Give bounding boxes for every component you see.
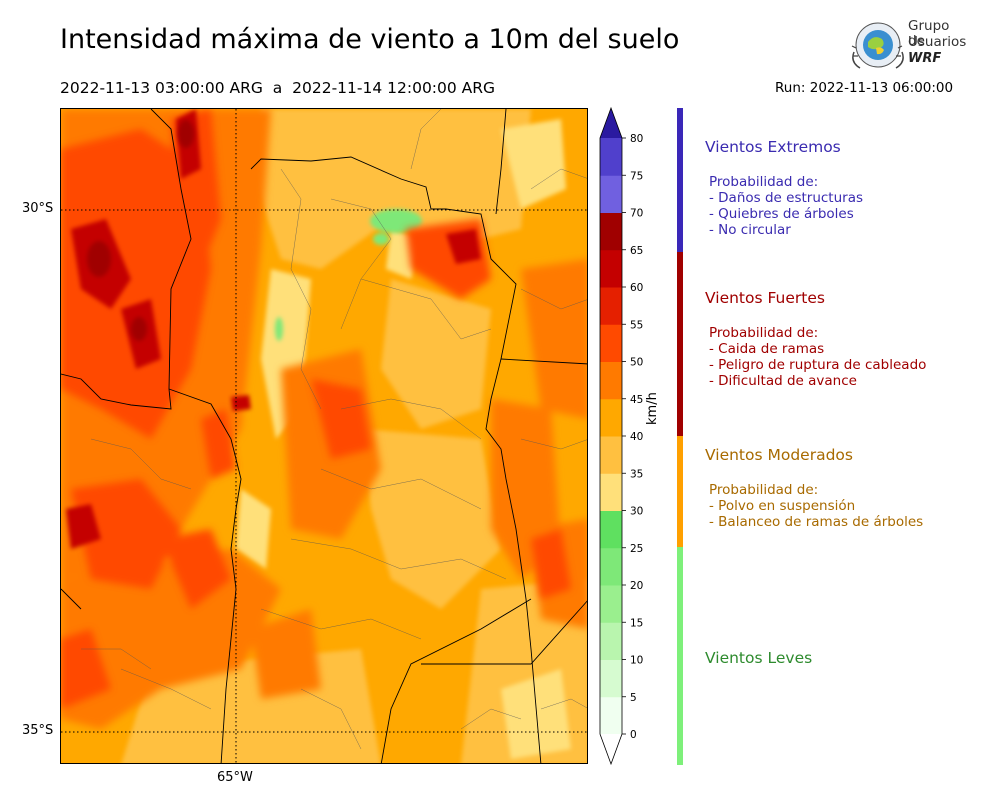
colorbar-extend-bottom: [600, 734, 622, 764]
logo-text-line1: Grupo de: [908, 18, 950, 49]
lat-label-30s: 30°S: [22, 201, 54, 216]
colorbar-tick-label: 25: [630, 543, 643, 555]
category-title: Vientos Leves: [705, 649, 813, 667]
category-moderate: Vientos Moderados Probabilidad de: - Pol…: [705, 446, 995, 530]
colorbar-band: [600, 287, 622, 325]
colorbar-band: [600, 138, 622, 176]
category-title: Vientos Extremos: [705, 138, 841, 156]
graticule: [61, 109, 587, 763]
colorbar-band: [600, 249, 622, 288]
category-title: Vientos Fuertes: [705, 289, 825, 307]
colorbar-unit-label: km/h: [645, 392, 660, 425]
colorbar-tick-label: 50: [630, 357, 643, 369]
colorbar-band: [600, 436, 622, 474]
logo-text-line3: WRF: [908, 51, 942, 66]
colorbar-band: [600, 585, 622, 623]
colorbar: 0 5 10 15 20 25 30 35 40 45 50 55 60 65 70 75 80: [599, 106, 643, 766]
logo-text-line2: Usuarios: [908, 34, 967, 50]
wind-zone-60-65: [87, 120, 194, 341]
colorbar-tick-label: 0: [630, 729, 637, 741]
colorbar-tick-label: 70: [630, 208, 643, 220]
colorbar-tick-label: 40: [630, 431, 643, 443]
colorbar-band: [600, 696, 622, 735]
category-subtitle: Probabilidad de:: [709, 325, 819, 341]
category-item: - Daños de estructuras: [709, 190, 864, 206]
colorbar-tick-label: 80: [630, 133, 643, 145]
category-bar-moderate: [677, 436, 683, 547]
forecast-period: 2022-11-13 03:00:00 ARG a 2022-11-14 12:…: [60, 79, 496, 97]
colorbar-tick-label: 55: [630, 319, 643, 331]
lat-label-35s: 35°S: [22, 723, 54, 738]
colorbar-band: [600, 175, 622, 213]
colorbar-tick-label: 5: [630, 692, 637, 704]
colorbar-band: [600, 659, 622, 698]
category-subtitle: Probabilidad de:: [709, 482, 819, 498]
category-item: - Balanceo de ramas de árboles: [709, 514, 924, 530]
colorbar-band: [600, 622, 622, 660]
colorbar-band: [600, 547, 622, 586]
category-title: Vientos Moderados: [705, 446, 853, 464]
colorbar-band: [600, 324, 622, 362]
category-subtitle: Probabilidad de:: [709, 174, 819, 190]
category-bar-light: [677, 547, 683, 765]
category-extreme: Vientos Extremos Probabilidad de: - Daño…: [705, 138, 995, 238]
wind-field-map: [61, 109, 587, 763]
run-timestamp: Run: 2022-11-13 06:00:00: [775, 80, 954, 96]
colorbar-ticks: 0 5 10 15 20 25 30 35 40 45 50 55 60 65 70 75 80: [622, 133, 643, 741]
colorbar-tick-label: 75: [630, 170, 643, 182]
category-bar-strong: [677, 252, 683, 436]
page-title: Intensidad máxima de viento a 10m del su…: [60, 24, 680, 55]
logo: Grupo de Usuarios WRF: [848, 18, 968, 74]
colorbar-band: [600, 361, 622, 400]
colorbar-tick-label: 30: [630, 506, 643, 518]
colorbar-swatches: [599, 106, 623, 766]
category-item: - Peligro de ruptura de cableado: [709, 357, 927, 373]
lon-label-65w: 65°W: [217, 770, 253, 785]
colorbar-tick-label: 65: [630, 245, 643, 257]
colorbar-band: [600, 398, 622, 437]
category-item: - No circular: [709, 222, 791, 238]
colorbar-tick-label: 45: [630, 394, 643, 406]
wind-map: [60, 108, 588, 764]
globe-logo-icon: [851, 22, 904, 69]
category-light: Vientos Leves: [705, 649, 995, 667]
category-item: - Polvo en suspensión: [709, 498, 856, 514]
category-item: - Caida de ramas: [709, 341, 825, 357]
category-strong: Vientos Fuertes Probabilidad de: - Caida…: [705, 289, 995, 389]
colorbar-extend-top: [600, 108, 622, 138]
colorbar-band: [600, 212, 622, 251]
colorbar-tick-label: 15: [630, 617, 643, 629]
colorbar-band: [600, 510, 622, 549]
colorbar-tick-label: 20: [630, 580, 643, 592]
colorbar-tick-label: 60: [630, 282, 643, 294]
wind-zone-45-50: [61, 109, 571, 709]
category-bar-extreme: [677, 108, 683, 252]
colorbar-tick-label: 35: [630, 468, 643, 480]
colorbar-tick-label: 10: [630, 655, 643, 667]
province-borders: [61, 109, 587, 763]
category-item: - Dificultad de avance: [709, 373, 857, 389]
department-borders: [81, 109, 587, 750]
category-item: - Quiebres de árboles: [709, 206, 854, 222]
colorbar-band: [600, 473, 622, 511]
